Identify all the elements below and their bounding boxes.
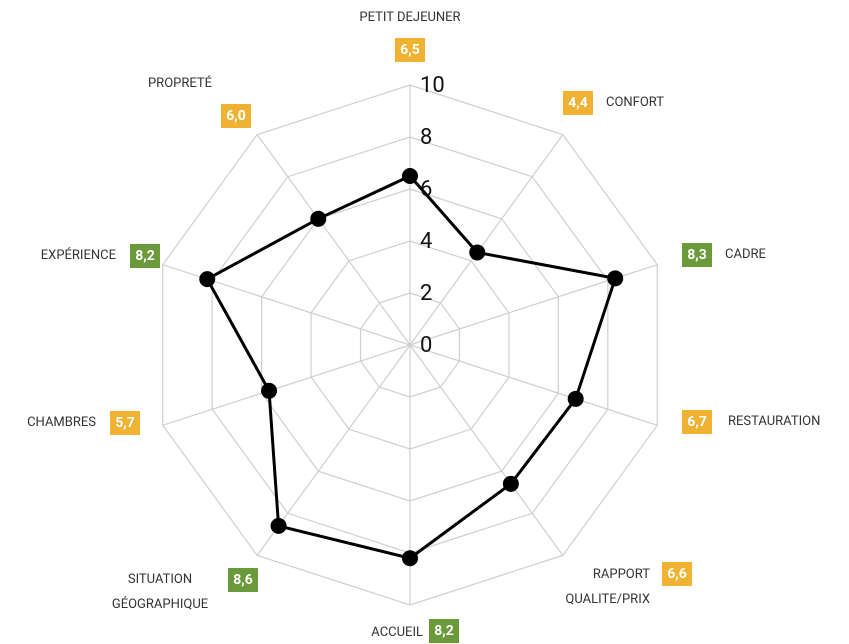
category-label: SITUATION GÉOGRAPHIQUE [111,572,209,612]
category-label: CHAMBRES [27,415,96,430]
category-label: ACCUEIL [371,625,423,640]
data-point [402,168,418,184]
data-point [270,517,287,534]
value-badge: 6,0 [221,104,251,128]
category-label: PROPRETÉ [147,76,213,91]
data-point [469,244,486,261]
r-tick-label: 10 [420,73,445,98]
category-label: PETIT DEJEUNER [359,10,461,25]
category-label: EXPÉRIENCE [40,248,116,263]
spoke [409,344,658,426]
r-tick-label: 4 [420,229,433,254]
data-point [567,390,584,407]
value-badge: 8,6 [228,568,258,592]
value-badge: 8,2 [130,244,160,268]
r-tick-label: 6 [420,177,433,202]
spoke [162,344,411,426]
value-badge: 6,5 [395,38,425,62]
value-badge: 4,4 [563,91,593,115]
data-point [502,475,519,492]
data-point [607,270,624,287]
data-point [261,382,278,399]
spoke [409,344,564,556]
r-tick-label: 8 [420,125,433,150]
data-point [310,210,327,227]
value-badge: 8,2 [429,619,459,643]
category-label: CADRE [725,247,766,262]
category-label: CONFORT [606,95,665,110]
value-badge: 6,7 [682,410,712,434]
value-badge: 5,7 [110,411,140,435]
category-label: RESTAURATION [728,414,821,429]
r-tick-label: 2 [420,281,433,306]
r-tick-label: 0 [420,333,433,358]
category-label: RAPPORT QUALITE/PRIX [565,567,650,607]
value-badge: 8,3 [682,243,712,267]
value-badge: 6,6 [662,562,692,586]
data-point [199,271,216,288]
data-point [402,550,418,567]
spoke [256,134,411,346]
spoke [409,134,564,346]
